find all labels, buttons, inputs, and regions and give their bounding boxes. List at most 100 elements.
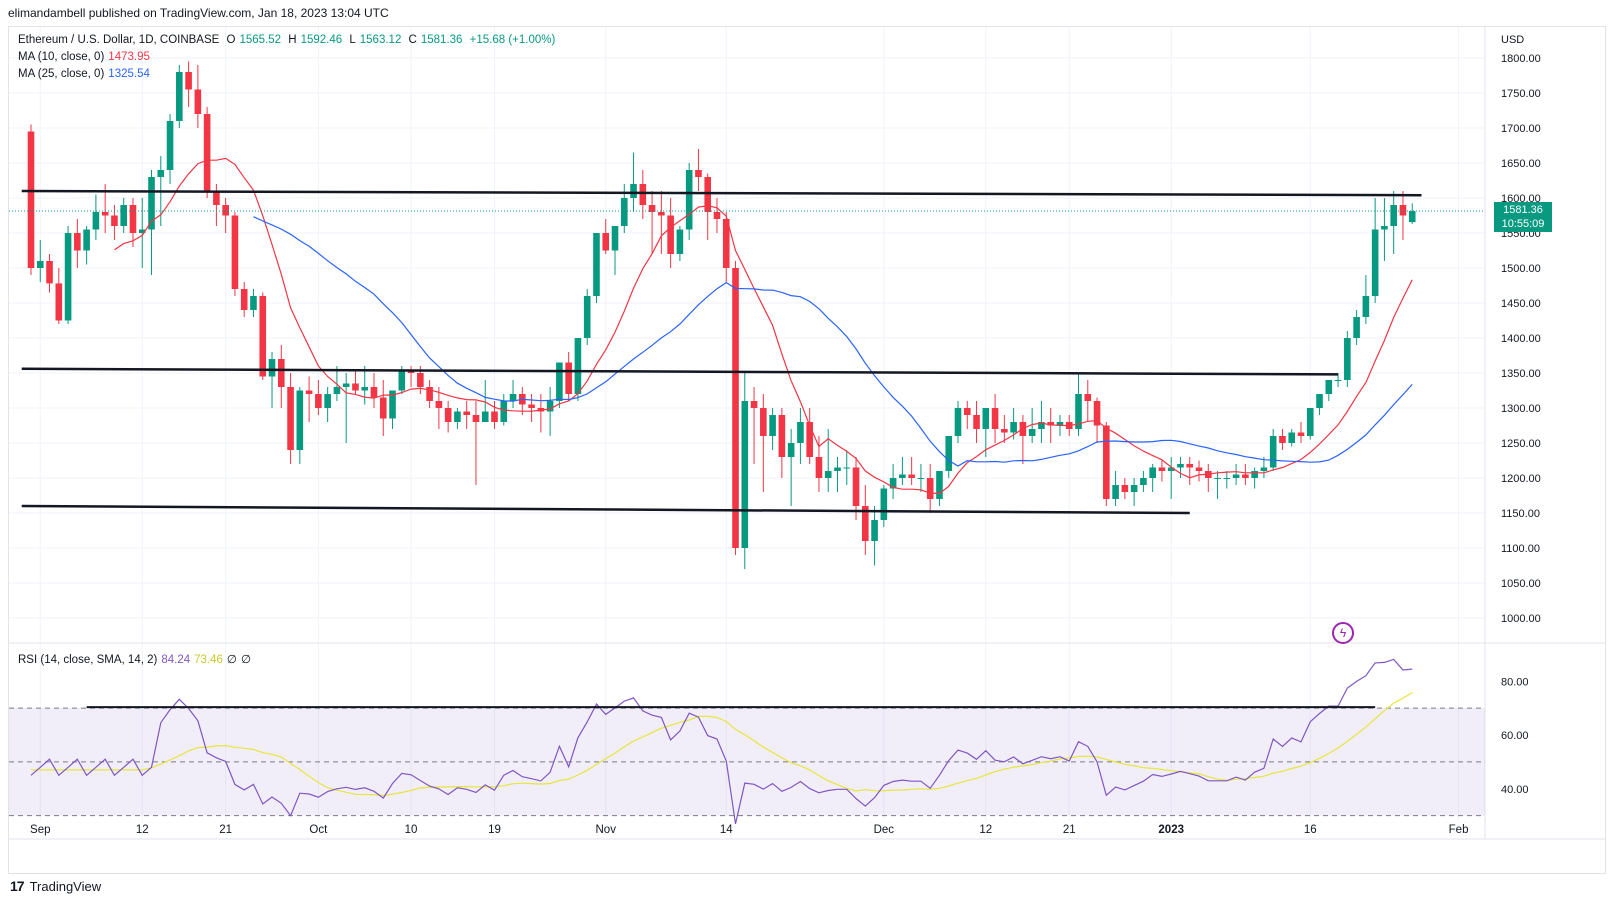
open-value: 1565.52 xyxy=(239,34,282,46)
candle-body xyxy=(899,474,906,478)
candle-body xyxy=(1038,422,1045,429)
candle-body xyxy=(166,121,174,170)
candle-body xyxy=(1279,436,1286,443)
time-tick-label: 10 xyxy=(405,824,418,836)
footer-brand-name: TradingView xyxy=(29,878,102,894)
candle-body xyxy=(704,177,712,212)
candle-body xyxy=(963,408,971,415)
candle-body xyxy=(324,394,331,408)
candle-body xyxy=(722,219,730,268)
candle-body xyxy=(157,170,165,177)
candle-body xyxy=(361,387,369,391)
candle-body xyxy=(1075,394,1082,429)
symbol-name: Ethereum / U.S. Dollar, 1D, COINBASE xyxy=(18,34,220,46)
candle-body xyxy=(936,471,943,499)
change-value: +15.68 (+1.00%) xyxy=(469,34,556,46)
candle-body xyxy=(685,170,693,230)
candle-body xyxy=(871,520,878,541)
candle-body xyxy=(1177,464,1184,468)
candle-body xyxy=(138,229,146,233)
candle-body xyxy=(46,261,53,284)
high-label: H xyxy=(288,34,297,46)
ma25-line xyxy=(253,216,1413,467)
price-tick-label: 1250.00 xyxy=(1501,438,1541,450)
price-tick-label: 1300.00 xyxy=(1501,403,1541,415)
candle-body xyxy=(1297,432,1305,436)
candle-body xyxy=(1130,485,1138,492)
candle-body xyxy=(1214,478,1221,479)
price-tick-label: 1400.00 xyxy=(1501,333,1541,345)
candle-body xyxy=(1408,211,1416,223)
publish-header: elimandambell published on TradingView.c… xyxy=(8,6,389,20)
candle-body xyxy=(259,296,267,377)
candle-body xyxy=(83,229,90,251)
time-tick-label: 12 xyxy=(136,824,149,836)
candle-body xyxy=(658,212,665,216)
candle-body xyxy=(55,283,63,321)
candle-body xyxy=(74,233,81,251)
candle-body xyxy=(111,215,118,226)
bar-countdown: 10:55:09 xyxy=(1501,218,1545,230)
candle-body xyxy=(1047,422,1054,426)
candle-body xyxy=(713,212,721,219)
ma25-legend: MA (25, close, 0) 1325.54 xyxy=(18,68,154,80)
candle-body xyxy=(778,415,786,457)
chart-canvas[interactable]: 1800.001750.001700.001650.001600.001550.… xyxy=(9,27,1605,873)
candle-body xyxy=(1112,485,1119,499)
rsi-extra-1: ∅ xyxy=(226,654,237,666)
currency-label: USD xyxy=(1501,34,1524,46)
candle-body xyxy=(1242,474,1249,478)
candle-body xyxy=(315,394,322,408)
support-resistance-line xyxy=(21,189,1422,197)
candle-body xyxy=(787,443,795,457)
candle-body xyxy=(639,184,647,205)
time-tick-label: Nov xyxy=(596,824,617,836)
chart-frame: 1800.00 1750.00 1700.00 1650.00 1600.00 1550.… xyxy=(8,26,1606,874)
candle-body xyxy=(889,478,897,489)
candle-body xyxy=(36,261,44,268)
candle-body xyxy=(1390,205,1397,226)
time-tick-label: Feb xyxy=(1449,824,1469,836)
support-resistance-line xyxy=(21,367,1339,376)
candle-body xyxy=(435,401,443,408)
close-value: 1581.36 xyxy=(420,34,463,46)
candle-body xyxy=(797,422,804,443)
candle-body xyxy=(417,373,424,387)
candle-body xyxy=(342,383,350,387)
candle-body xyxy=(240,289,248,310)
candle-body xyxy=(1232,474,1240,478)
candle-body xyxy=(148,177,155,230)
candle-body xyxy=(1195,467,1203,471)
rsi-legend: RSI (14, close, SMA, 14, 2) 84.24 73.46 ∅ ∅ xyxy=(18,652,255,666)
candle-body xyxy=(852,467,860,506)
candle-body xyxy=(1158,467,1166,471)
candle-body xyxy=(1093,401,1101,426)
candle-body xyxy=(1269,436,1277,468)
candle-body xyxy=(398,369,406,391)
candle-body xyxy=(194,89,202,114)
time-tick-label: Sep xyxy=(30,824,50,836)
tradingview-logo-icon: 17 xyxy=(10,878,25,894)
candle-body xyxy=(120,205,127,226)
candle-body xyxy=(1260,467,1268,471)
candle-body xyxy=(129,205,137,233)
lightning-icon[interactable]: ϟ xyxy=(1332,622,1354,644)
rsi-tick-label: 40.00 xyxy=(1501,784,1529,796)
ma25-value: 1325.54 xyxy=(108,68,150,80)
footer-brand[interactable]: 17 TradingView xyxy=(10,878,101,894)
candle-body xyxy=(546,401,554,412)
last-price-tag: 1581.36 10:55:09 xyxy=(1494,202,1552,232)
candle-body xyxy=(1371,229,1379,296)
candle-body xyxy=(1381,226,1388,230)
candle-body xyxy=(843,467,851,469)
price-tick-label: 1450.00 xyxy=(1501,298,1541,310)
candle-body xyxy=(695,170,702,177)
ma25-label: MA (25, close, 0) xyxy=(18,68,105,80)
candle-body xyxy=(250,296,257,310)
candle-body xyxy=(667,215,674,254)
ma10-legend: MA (10, close, 0) 1473.95 xyxy=(18,51,154,63)
candle-body xyxy=(1001,429,1008,433)
candle-body xyxy=(27,131,35,268)
candle-body xyxy=(1140,478,1147,485)
time-tick-label: 21 xyxy=(1063,824,1076,836)
